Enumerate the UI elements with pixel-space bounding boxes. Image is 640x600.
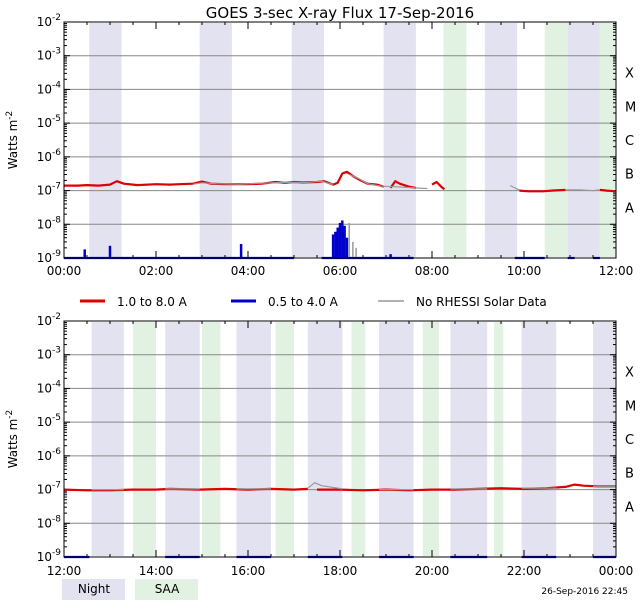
night-band <box>236 322 271 556</box>
generation-timestamp: 26-Sep-2016 22:45 <box>541 587 628 597</box>
x-tick-label: 18:00 <box>323 564 358 578</box>
night-band <box>91 322 124 556</box>
flare-class-label: M <box>625 399 636 414</box>
series-line-norhessi <box>348 173 428 190</box>
legend-label-night: Night <box>78 582 111 596</box>
y-tick-label: 10-9 <box>37 548 62 564</box>
legend-label-norhessi: No RHESSI Solar Data <box>416 295 547 309</box>
legend-swatch-night <box>62 579 125 600</box>
x-tick-label: 20:00 <box>415 564 450 578</box>
series-line-long <box>519 188 566 193</box>
night-band <box>450 322 488 556</box>
series-line-long <box>389 180 417 189</box>
y-tick-label: 10-5 <box>37 413 61 429</box>
night-band <box>593 322 616 556</box>
saa-band <box>494 322 504 556</box>
saa-band <box>351 322 366 556</box>
flare-class-label: X <box>625 366 634 381</box>
x-tick-label: 02:00 <box>139 264 174 278</box>
flare-class-label: M <box>625 100 636 115</box>
night-band <box>484 23 518 257</box>
plot-area <box>64 22 616 258</box>
shading-legend: Night SAA <box>62 579 198 600</box>
series-legend: 1.0 to 8.0 A 0.5 to 4.0 A No RHESSI Sola… <box>80 295 547 309</box>
y-tick-label: 10-7 <box>37 182 61 198</box>
legend-label-short: 0.5 to 4.0 A <box>268 295 339 309</box>
legend-swatch-saa <box>135 579 198 600</box>
y-tick-label: 10-4 <box>37 80 62 96</box>
x-tick-label: 16:00 <box>231 564 266 578</box>
x-tick-label: 12:00 <box>47 564 82 578</box>
flare-class-label: A <box>625 201 634 216</box>
saa-band <box>133 322 156 556</box>
night-band <box>89 23 122 257</box>
y-tick-label: 10-8 <box>37 215 62 231</box>
series-line-norhessi <box>307 482 343 490</box>
y-tick-label: 10-2 <box>37 312 61 328</box>
y-tick-label: 10-8 <box>37 514 62 530</box>
panel-top: 10-9 10-8 10-7 10-6 10-5 10-4 10-3 10-2 Watts m-… <box>5 13 636 278</box>
chart-title: GOES 3-sec X-ray Flux 17-Sep-2016 <box>206 4 474 22</box>
flare-class-label: C <box>625 433 634 448</box>
x-tick-label: 06:00 <box>323 264 358 278</box>
x-tick-label: 10:00 <box>507 264 542 278</box>
night-band <box>383 23 416 257</box>
y-tick-label: 10-2 <box>37 13 61 29</box>
legend-label-saa: SAA <box>155 582 180 596</box>
series-line-long <box>599 188 617 193</box>
y-tick-label: 10-9 <box>37 249 62 265</box>
y-tick-label: 10-3 <box>37 47 61 63</box>
x-tick-label: 04:00 <box>231 264 266 278</box>
saa-band <box>275 322 294 556</box>
y-tick-label: 10-4 <box>37 379 62 395</box>
y-tick-label: 10-3 <box>37 346 61 362</box>
flare-class-label: X <box>625 67 634 82</box>
x-tick-label: 14:00 <box>139 564 174 578</box>
night-band <box>567 23 600 257</box>
night-band <box>165 322 200 556</box>
night-band <box>307 322 343 556</box>
flare-class-label: C <box>625 134 634 149</box>
saa-band <box>544 23 568 257</box>
saa-band <box>599 23 616 257</box>
x-tick-label: 00:00 <box>47 264 82 278</box>
night-band <box>291 23 324 257</box>
series-line-long <box>431 180 446 191</box>
flare-class-label: A <box>625 500 634 515</box>
y-axis-label: Watts m-2 <box>5 410 20 469</box>
saa-band <box>443 23 467 257</box>
night-band <box>379 322 414 556</box>
y-tick-label: 10-6 <box>37 148 62 164</box>
night-band <box>521 322 557 556</box>
series-line-long <box>317 483 616 492</box>
plot-frame <box>63 320 617 558</box>
flare-class-label: B <box>625 467 634 482</box>
x-tick-label: 00:00 <box>599 564 634 578</box>
series-line-norhessi <box>565 189 600 192</box>
y-tick-label: 10-6 <box>37 447 62 463</box>
y-tick-label: 10-7 <box>37 481 61 497</box>
plot-frame <box>63 21 617 259</box>
x-tick-label: 22:00 <box>507 564 542 578</box>
y-tick-label: 10-5 <box>37 114 61 130</box>
saa-band <box>422 322 439 556</box>
y-axis-label: Watts m-2 <box>5 111 20 170</box>
x-tick-label: 12:00 <box>599 264 634 278</box>
flare-class-label: B <box>625 168 634 183</box>
night-band <box>199 23 232 257</box>
series-line-norhessi <box>192 180 334 186</box>
saa-band <box>202 322 221 556</box>
legend-label-long: 1.0 to 8.0 A <box>117 295 188 309</box>
x-tick-label: 08:00 <box>415 264 450 278</box>
series-line-norhessi <box>509 185 520 191</box>
panel-bottom: 10-9 10-8 10-7 10-6 10-5 10-4 10-3 10-2 Watts m-… <box>5 312 636 578</box>
